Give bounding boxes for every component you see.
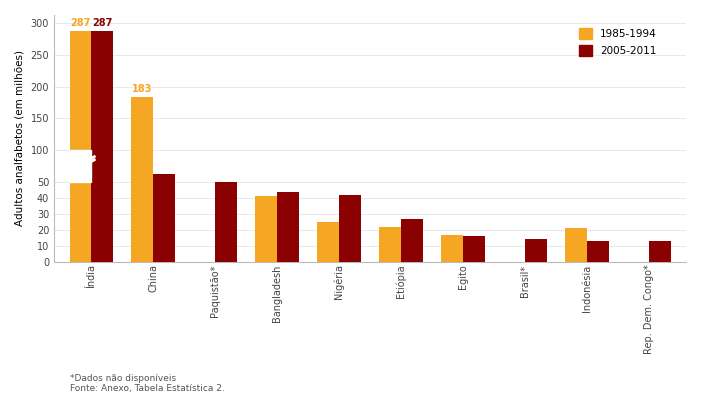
Bar bbox=[463, 236, 484, 262]
Bar bbox=[565, 228, 587, 262]
Text: 183: 183 bbox=[132, 84, 153, 94]
Y-axis label: Adultos analfabetos (em milhões): Adultos analfabetos (em milhões) bbox=[15, 50, 25, 226]
Bar bbox=[277, 192, 299, 262]
Bar bbox=[649, 241, 671, 262]
Bar bbox=[255, 197, 277, 262]
Bar bbox=[379, 227, 401, 262]
Bar bbox=[401, 219, 423, 262]
Bar bbox=[91, 31, 113, 262]
Text: *Dados não disponíveis
Fonte: Anexo, Tabela Estatística 2.: *Dados não disponíveis Fonte: Anexo, Tab… bbox=[70, 374, 225, 393]
Bar bbox=[215, 182, 237, 262]
Text: 287: 287 bbox=[92, 18, 112, 28]
Bar bbox=[587, 241, 608, 262]
Bar bbox=[441, 235, 463, 262]
Bar bbox=[132, 97, 154, 262]
Legend: 1985-1994, 2005-2011: 1985-1994, 2005-2011 bbox=[574, 23, 662, 61]
Bar bbox=[69, 150, 91, 182]
Bar bbox=[154, 174, 175, 262]
Bar bbox=[318, 222, 339, 262]
Text: 287: 287 bbox=[70, 18, 90, 28]
Bar bbox=[69, 31, 91, 262]
Bar bbox=[525, 239, 547, 262]
Bar bbox=[339, 195, 361, 262]
